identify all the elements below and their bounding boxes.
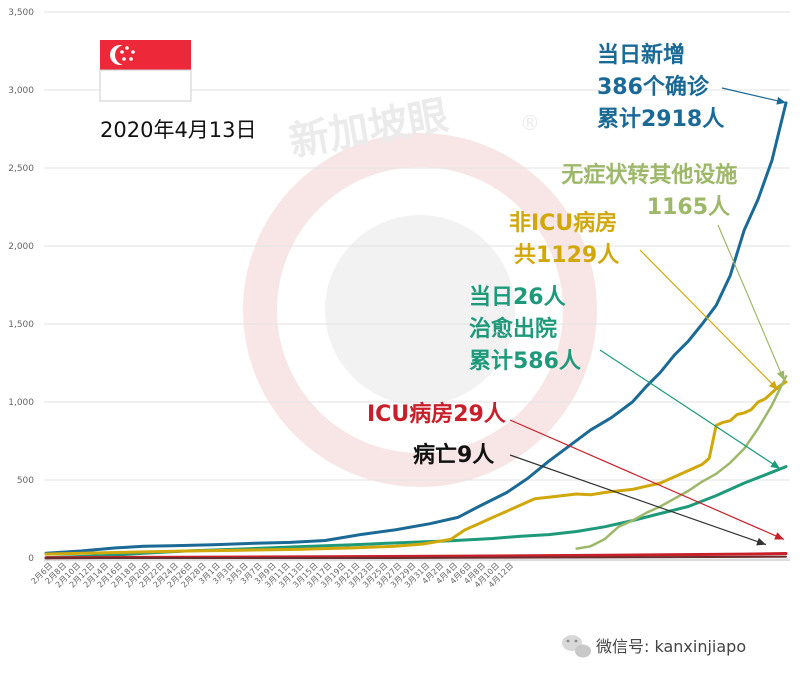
annotation-asymptomatic: 无症状转其他设施 1165人 <box>561 162 745 220</box>
y-axis: 0 500 1,000 1,500 2,000 2,500 3,000 3,500 <box>8 8 34 564</box>
arrow-deaths <box>509 454 767 546</box>
x-axis: 2月6日2月8日2月10日2月12日2月14日2月16日2月18日2月20日2月… <box>30 561 516 589</box>
arrow-asymptomatic-head <box>776 370 785 381</box>
footer-wechat-id: 微信号: kanxinjiapo <box>596 637 746 656</box>
series-line-non_icu <box>44 380 788 556</box>
report-date: 2020年4月13日 <box>100 118 257 142</box>
annotation-line: 当日26人 <box>469 285 566 310</box>
arrow-new-cases-head <box>776 96 786 105</box>
series-group <box>44 101 788 560</box>
annotation-line: 累计2918人 <box>597 107 724 132</box>
annotation-non-icu: 非ICU病房 共1129人 <box>509 210 625 268</box>
annotation-recovered: 当日26人 治愈出院 累计586人 <box>469 285 581 374</box>
arrow-recovered-head <box>770 460 780 469</box>
singapore-flag-icon <box>99 40 192 102</box>
annotation-icu: ICU病房29人 <box>367 401 506 427</box>
watermark: 新加坡眼 ® <box>243 92 597 487</box>
arrow-new-cases <box>721 87 787 104</box>
annotation-arrows <box>509 87 787 546</box>
watermark-core <box>325 215 515 405</box>
watermark-ring <box>243 133 597 487</box>
y-tick-label: 2,500 <box>8 164 34 174</box>
annotation-line: 无症状转其他设施 <box>561 162 737 188</box>
annotation-line: 非ICU病房 <box>509 210 617 236</box>
y-tick-label: 3,000 <box>8 86 34 96</box>
annotation-new-cases: 当日新增 386个确诊 累计2918人 <box>597 42 724 132</box>
y-tick-label: 2,000 <box>8 242 34 252</box>
arrow-recovered <box>599 349 781 470</box>
series-line-confirmed <box>44 101 788 555</box>
annotation-line: 386个确诊 <box>597 74 710 100</box>
watermark-mark: ® <box>520 111 540 135</box>
y-tick-label: 500 <box>17 476 34 486</box>
arrow-icu-head <box>774 532 784 540</box>
annotation-line: 治愈出院 <box>469 316 557 342</box>
y-tick-label: 1,500 <box>8 320 34 330</box>
annotation-line: 累计586人 <box>469 349 581 374</box>
y-tick-label: 0 <box>28 554 34 564</box>
arrow-asymptomatic <box>717 224 785 381</box>
wechat-icon <box>562 635 591 658</box>
annotation-deaths: 病亡9人 <box>413 442 494 468</box>
annotation-line: 当日新增 <box>597 42 685 68</box>
arrow-non-icu-head <box>768 380 778 390</box>
y-tick-label: 3,500 <box>8 8 34 18</box>
annotation-line: 1165人 <box>647 195 730 220</box>
arrow-deaths-head <box>756 537 766 546</box>
arrow-icu <box>509 419 785 541</box>
series-line-deaths <box>45 555 787 559</box>
arrow-non-icu <box>639 249 779 391</box>
y-tick-label: 1,000 <box>8 398 34 408</box>
annotation-line: 共1129人 <box>514 243 619 268</box>
